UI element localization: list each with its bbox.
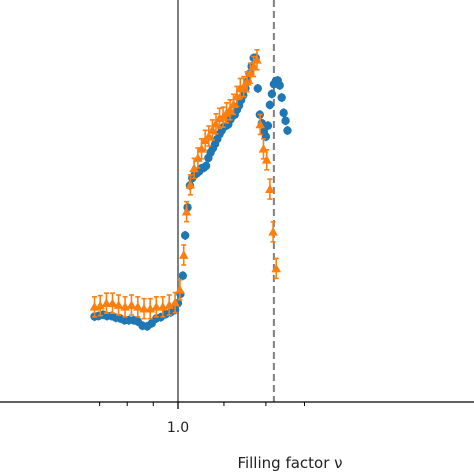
data-point (281, 116, 290, 125)
data-point (267, 89, 277, 99)
data-point (238, 81, 249, 91)
x-axis-ticks: 1.0 (99, 402, 305, 436)
data-point (189, 163, 199, 173)
data-point (211, 119, 221, 128)
data-point (204, 131, 214, 140)
data-point (207, 125, 218, 134)
data-point (265, 184, 275, 193)
data-point (180, 231, 190, 240)
data-point (178, 250, 189, 259)
reference-lines (177, 0, 275, 402)
data-point (279, 108, 288, 118)
data-point (170, 297, 180, 307)
data-point (113, 300, 124, 309)
data-marks (89, 48, 292, 331)
data-point (133, 302, 143, 311)
data-point (261, 155, 272, 164)
data-point (101, 298, 112, 308)
data-point (181, 206, 192, 216)
data-point (265, 100, 275, 110)
data-point (245, 68, 256, 78)
data-point (201, 161, 211, 171)
data-point (263, 121, 273, 130)
data-point (268, 227, 278, 236)
x-axis-label: Filling factor ν (237, 454, 342, 472)
data-point (271, 263, 282, 273)
data-point (139, 303, 149, 313)
data-point (175, 284, 185, 294)
data-point (252, 54, 262, 64)
data-point (225, 105, 235, 114)
data-point (178, 271, 187, 280)
data-point (255, 119, 266, 129)
data-point (95, 300, 106, 310)
data-point (126, 300, 137, 309)
data-point (185, 180, 196, 189)
data-point (283, 126, 292, 135)
data-point (253, 84, 262, 93)
data-point (193, 153, 203, 162)
data-point (248, 61, 259, 71)
data-point (275, 81, 284, 90)
x-tick-label: 1.0 (167, 420, 189, 436)
data-point (107, 298, 118, 308)
data-point (151, 302, 162, 311)
data-point (164, 300, 175, 309)
data-point (277, 93, 286, 102)
